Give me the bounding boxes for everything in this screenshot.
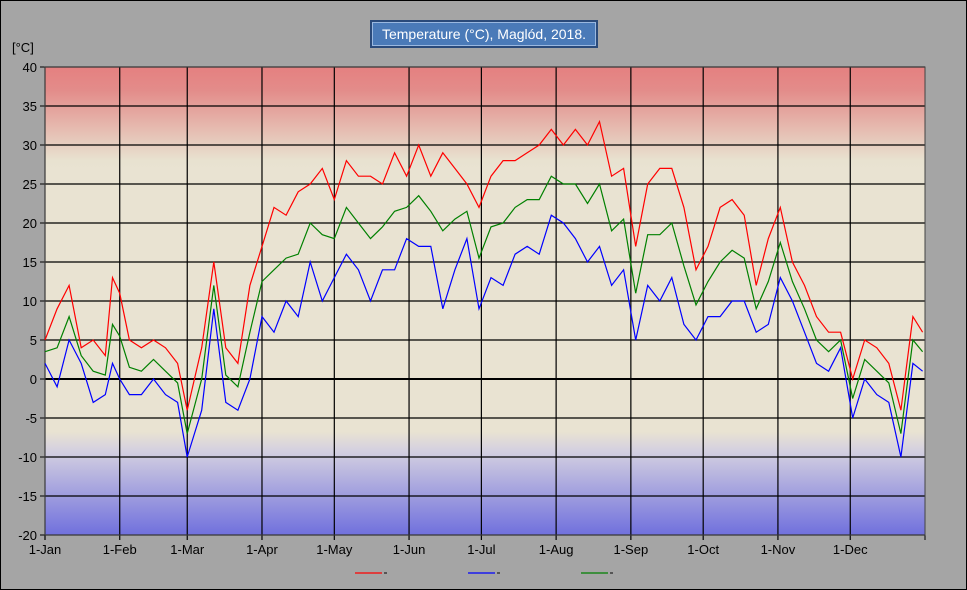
legend-marker-avg <box>610 572 613 574</box>
x-tick-label: 1-Jul <box>467 542 495 557</box>
plot-border <box>44 66 926 536</box>
x-tick-label: 1-Feb <box>103 542 137 557</box>
x-tick-label: 1-Jan <box>29 542 62 557</box>
x-tick-label: 1-Oct <box>687 542 719 557</box>
y-tick-label: 5 <box>30 333 37 348</box>
x-tick-label: 1-Nov <box>761 542 796 557</box>
y-tick-label: 0 <box>30 372 37 387</box>
y-tick-label: 40 <box>23 60 37 75</box>
x-tick-label: 1-Sep <box>614 542 649 557</box>
y-tick-label: -15 <box>18 489 37 504</box>
y-tick-label: -20 <box>18 528 37 543</box>
x-tick-label: 1-Mar <box>170 542 205 557</box>
y-tick-label: 10 <box>23 294 37 309</box>
y-tick-label: 20 <box>23 216 37 231</box>
y-tick-label: 25 <box>23 177 37 192</box>
y-tick-label: -10 <box>18 450 37 465</box>
y-tick-label: 15 <box>23 255 37 270</box>
x-tick-label: 1-Jun <box>393 542 426 557</box>
x-tick-label: 1-Aug <box>539 542 574 557</box>
y-axis-label: [°C] <box>12 40 34 55</box>
legend-marker-max <box>384 572 387 574</box>
x-tick-label: 1-Dec <box>833 542 868 557</box>
y-tick-label: 35 <box>23 99 37 114</box>
legend-marker-min <box>497 572 500 574</box>
y-tick-label: 30 <box>23 138 37 153</box>
x-tick-label: 1-May <box>316 542 353 557</box>
x-tick-label: 1-Apr <box>246 542 278 557</box>
chart-title: Temperature (°C), Maglód, 2018. <box>370 20 598 48</box>
y-tick-label: -5 <box>25 411 37 426</box>
